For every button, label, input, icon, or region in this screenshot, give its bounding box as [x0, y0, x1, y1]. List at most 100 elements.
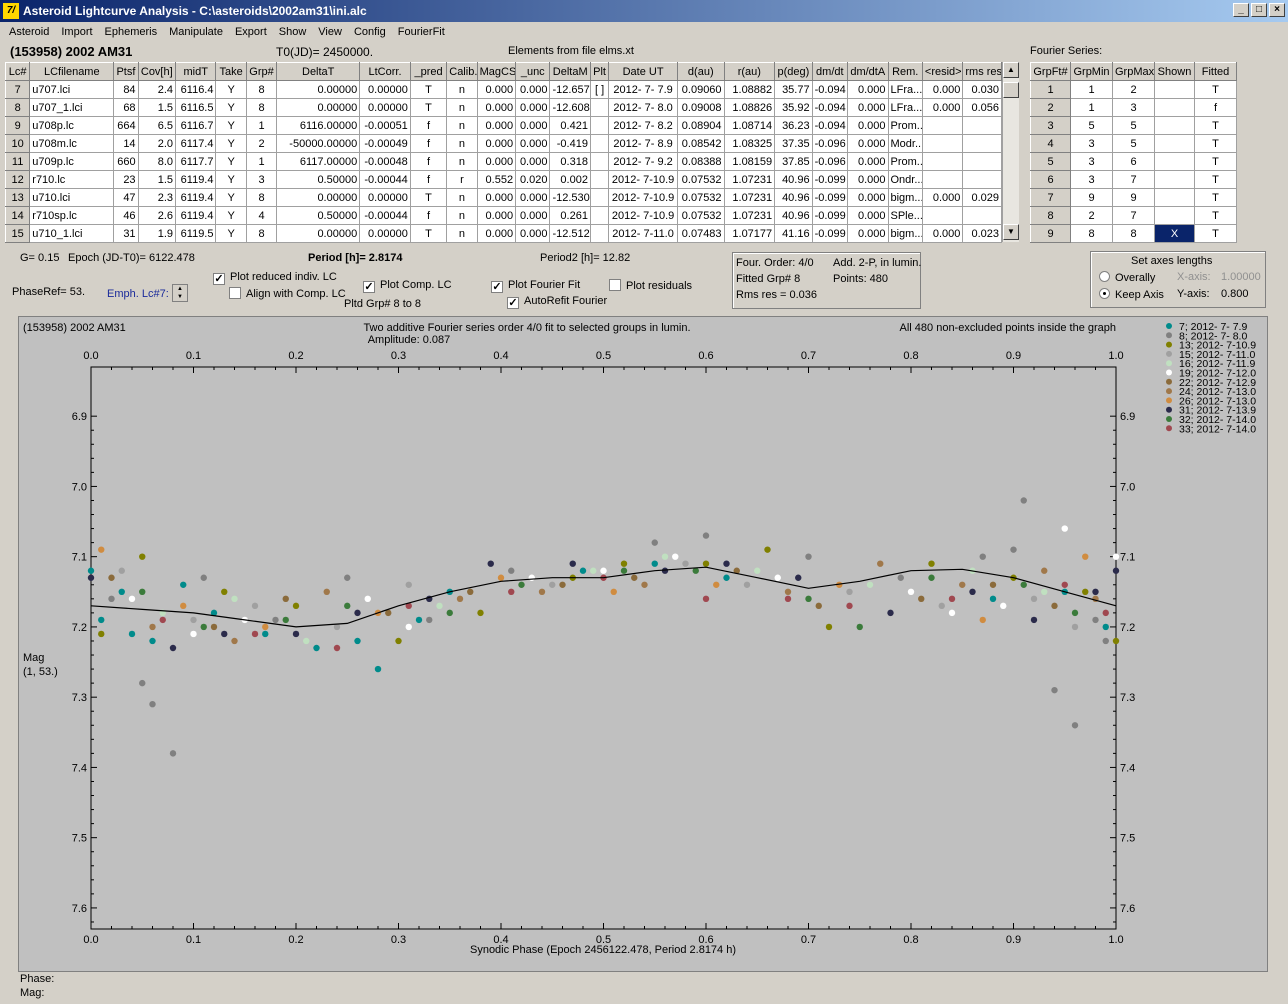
table-cell[interactable]: 1: [1070, 80, 1113, 99]
table-cell[interactable]: 35.77: [774, 80, 813, 99]
table-cell[interactable]: 0.000: [921, 80, 964, 99]
table-cell[interactable]: 1.07177: [723, 224, 776, 243]
table-cell[interactable]: 8: [1070, 224, 1113, 243]
row-header[interactable]: 11: [4, 152, 31, 171]
table-cell[interactable]: 6117.00000: [276, 152, 361, 171]
lc-col-header[interactable]: Date UT: [608, 62, 678, 81]
table-cell[interactable]: 0.023: [962, 224, 1002, 243]
table-cell[interactable]: 7: [1112, 206, 1155, 225]
lc-col-header[interactable]: rms res: [962, 62, 1002, 81]
table-cell[interactable]: bigm...: [887, 224, 923, 243]
table-cell[interactable]: 6116.7: [174, 116, 217, 135]
table-cell[interactable]: T: [1194, 80, 1237, 99]
table-cell[interactable]: [589, 188, 610, 207]
table-cell[interactable]: [962, 206, 1002, 225]
table-cell[interactable]: 0.000: [847, 134, 889, 153]
table-cell[interactable]: 0.000: [847, 170, 889, 189]
table-cell[interactable]: 2012- 7-10.9: [608, 170, 678, 189]
table-cell[interactable]: 2012- 7- 8.9: [608, 134, 678, 153]
table-cell[interactable]: r710.lc: [29, 170, 115, 189]
table-cell[interactable]: 0.552: [476, 170, 517, 189]
table-cell[interactable]: 0.020: [515, 170, 551, 189]
table-cell[interactable]: -12.608: [549, 98, 591, 117]
table-cell[interactable]: 0.000: [476, 152, 517, 171]
table-cell[interactable]: 0.000: [515, 188, 551, 207]
plot-reduced-checkbox[interactable]: ✓ Plot reduced indiv. LC: [213, 271, 337, 285]
table-cell[interactable]: Y: [215, 188, 247, 207]
lc-col-header[interactable]: Rem.: [887, 62, 923, 81]
table-cell[interactable]: [589, 206, 610, 225]
table-cell[interactable]: n: [446, 224, 478, 243]
table-cell[interactable]: 0.000: [476, 224, 517, 243]
table-cell[interactable]: 2012- 7- 8.0: [608, 98, 678, 117]
table-cell[interactable]: -0.096: [811, 152, 849, 171]
table-cell[interactable]: [1154, 152, 1195, 171]
table-cell[interactable]: 41.16: [774, 224, 813, 243]
table-cell[interactable]: r710sp.lc: [29, 206, 115, 225]
table-cell[interactable]: -0.094: [811, 98, 849, 117]
row-header[interactable]: 10: [4, 134, 31, 153]
lc-col-header[interactable]: Grp#: [245, 62, 278, 81]
table-cell[interactable]: 0.002: [549, 170, 591, 189]
table-cell[interactable]: 7: [1112, 170, 1155, 189]
table-cell[interactable]: 9: [1112, 188, 1155, 207]
table-cell[interactable]: -0.419: [549, 134, 591, 153]
lightcurve-plot[interactable]: 0.0 0.0 0.1 0.1 0.2 0.2 0.3 0.3 0.4 0.4 0.5 0.5 0.6 0…: [18, 316, 1268, 972]
table-cell[interactable]: -12.530: [549, 188, 591, 207]
table-cell[interactable]: [ ]: [589, 80, 610, 99]
table-cell[interactable]: 35.92: [774, 98, 813, 117]
table-cell[interactable]: [921, 170, 964, 189]
table-cell[interactable]: f: [409, 206, 448, 225]
table-cell[interactable]: 2.6: [137, 206, 177, 225]
table-cell[interactable]: [962, 116, 1002, 135]
table-cell[interactable]: SPle...: [887, 206, 923, 225]
table-cell[interactable]: 0.00000: [359, 80, 411, 99]
lc-col-header[interactable]: dm/dt: [811, 62, 849, 81]
table-cell[interactable]: [921, 206, 964, 225]
table-cell[interactable]: 8.0: [137, 152, 177, 171]
table-cell[interactable]: -0.099: [811, 206, 849, 225]
table-cell[interactable]: 5: [1070, 116, 1113, 135]
table-row[interactable]: 12 r710.lc 23 1.5 6119.4 Y 3 0.50000 -0.00044 f r 0…: [4, 170, 1002, 189]
menu-asteroid[interactable]: Asteroid: [9, 26, 50, 38]
table-cell[interactable]: 0.000: [847, 98, 889, 117]
table-cell[interactable]: 0.00000: [276, 98, 361, 117]
table-cell[interactable]: Y: [215, 224, 247, 243]
table-cell[interactable]: 23: [113, 170, 139, 189]
plot-residuals-checkbox[interactable]: Plot residuals: [609, 279, 692, 292]
row-header[interactable]: 12: [4, 170, 31, 189]
table-row[interactable]: 10 u708m.lc 14 2.0 6117.4 Y 2 -50000.00000 -0.00…: [4, 134, 1002, 153]
table-cell[interactable]: -0.094: [811, 80, 849, 99]
row-header[interactable]: 13: [4, 188, 31, 207]
table-cell[interactable]: 0.00000: [276, 80, 361, 99]
scroll-thumb[interactable]: [1003, 82, 1019, 98]
table-cell[interactable]: 4: [245, 206, 278, 225]
lc-col-header[interactable]: LtCorr.: [359, 62, 411, 81]
xaxis-value[interactable]: 1.00000: [1221, 271, 1261, 283]
table-cell[interactable]: Y: [215, 206, 247, 225]
ft-col-header[interactable]: Fitted: [1194, 62, 1237, 81]
menu-ephemeris[interactable]: Ephemeris: [104, 26, 158, 38]
table-cell[interactable]: 2012- 7-10.9: [608, 188, 678, 207]
overally-radio[interactable]: Overally: [1099, 271, 1155, 284]
table-cell[interactable]: [1154, 134, 1195, 153]
table-cell[interactable]: 5: [1112, 116, 1155, 135]
table-cell[interactable]: 1: [245, 116, 278, 135]
table-cell[interactable]: 6117.4: [174, 134, 217, 153]
row-header[interactable]: 8: [1030, 206, 1071, 225]
table-cell[interactable]: 0.00000: [276, 188, 361, 207]
menu-view[interactable]: View: [318, 26, 342, 38]
table-cell[interactable]: f: [409, 134, 448, 153]
table-cell[interactable]: 0.056: [962, 98, 1002, 117]
row-header[interactable]: 5: [1030, 152, 1071, 171]
table-cell[interactable]: T: [409, 80, 448, 99]
table-cell[interactable]: 8: [1112, 224, 1155, 243]
table-cell[interactable]: 0.000: [476, 206, 517, 225]
table-cell[interactable]: [589, 98, 610, 117]
table-cell[interactable]: 1.07231: [723, 206, 776, 225]
row-header[interactable]: 1: [1030, 80, 1071, 99]
